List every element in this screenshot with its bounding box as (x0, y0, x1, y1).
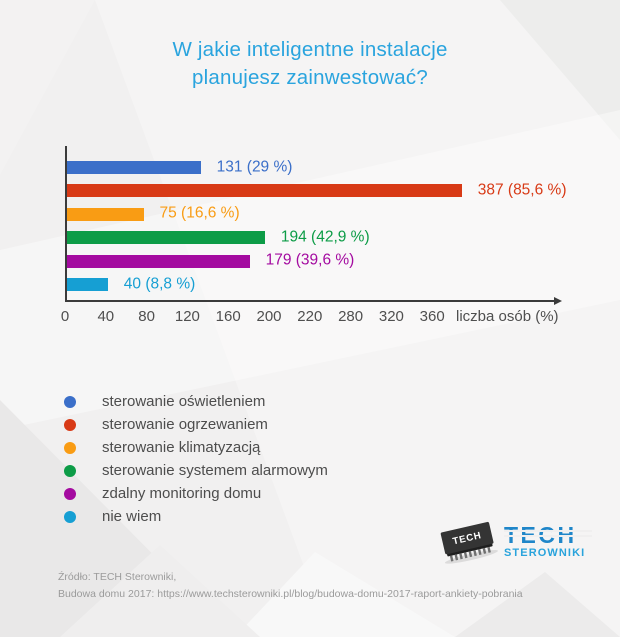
tech-sterowniki-logo: TECH TECH STEROWNIKI (432, 515, 592, 567)
x-tick-label: 0 (60, 308, 70, 325)
legend-item: zdalny monitoring domu (64, 482, 328, 505)
legend-label: nie wiem (102, 508, 162, 525)
x-tick-label: 280 (338, 308, 364, 325)
x-tick-label: 80 (138, 308, 155, 325)
legend-dot (64, 510, 76, 523)
x-axis-line (65, 300, 555, 302)
x-axis-ticks: liczba osób (%) 0 40 80 120 160 200 220 280 320 3… (61, 308, 565, 328)
page-title-line1: W jakie inteligentne instalacje (172, 38, 448, 61)
bar-chart: 131 (29 %) 387 (85,6 %) 75 (16,6 %) 194 (42… (65, 146, 566, 305)
legend-item: sterowanie systemem alarmowym (64, 459, 328, 482)
legend-dot (64, 441, 76, 454)
x-tick-label: 120 (174, 308, 200, 325)
x-tick-label: 160 (215, 308, 241, 325)
bar (67, 207, 144, 221)
bar (67, 231, 265, 245)
tech-chip-icon: TECH (440, 521, 498, 564)
legend-dot (64, 395, 76, 408)
legend-dot (64, 418, 76, 431)
subbrand-text: STEROWNIKI (504, 547, 586, 559)
legend-item: sterowanie klimatyzacją (64, 436, 328, 459)
bar-row: 179 (39,6 %) (67, 251, 557, 268)
chart-legend: sterowanie oświetleniem sterowanie ogrzew… (64, 390, 328, 528)
bar-row: 194 (42,9 %) (67, 227, 557, 245)
wordmark: TECH STEROWNIKI (504, 524, 592, 559)
x-tick-label: 40 (97, 308, 115, 325)
bar-row: 40 (8,8 %) (67, 274, 557, 292)
bar (67, 254, 250, 268)
legend-label: sterowanie ogrzewaniem (102, 416, 268, 433)
bar (67, 184, 462, 198)
bar-row: 75 (16,6 %) (67, 204, 557, 222)
legend-label: sterowanie klimatyzacją (102, 439, 261, 456)
bar-row: 387 (85,6 %) (67, 181, 566, 198)
source-line2: Budowa domu 2017: https://www.techsterow… (58, 587, 523, 600)
legend-label: sterowanie systemem alarmowym (102, 462, 328, 479)
x-tick-label: 200 (256, 308, 282, 325)
legend-dot (64, 487, 76, 500)
page-title-line2: planujesz zainwestować? (192, 66, 428, 89)
page-title: W jakie inteligentne instalacje planujes… (0, 36, 620, 92)
source-line1: Źródło: TECH Sterowniki, (58, 571, 177, 583)
x-tick-label: 320 (378, 308, 404, 325)
bar-value-label: 40 (8,8 %) (123, 274, 196, 292)
x-tick-label: 360 (419, 308, 445, 325)
bar-value-label: 387 (85,6 %) (477, 181, 567, 199)
bar-value-label: 194 (42,9 %) (280, 227, 370, 245)
x-axis-arrow (554, 297, 562, 305)
legend-item: sterowanie ogrzewaniem (64, 413, 328, 436)
legend-item: nie wiem (64, 505, 328, 528)
y-axis-line (65, 146, 67, 302)
brand-stripe (504, 535, 592, 537)
legend-label: zdalny monitoring domu (102, 485, 262, 502)
bar-value-label: 179 (39,6 %) (265, 251, 355, 269)
legend-dot (64, 464, 76, 477)
bar (67, 161, 201, 174)
x-tick-label: 220 (297, 308, 323, 325)
bar-value-label: 131 (29 %) (216, 157, 293, 175)
x-axis-title: liczba osób (%) (456, 308, 559, 325)
legend-label: sterowanie oświetleniem (102, 393, 266, 410)
bar-value-label: 75 (16,6 %) (159, 204, 240, 222)
source-note: Źródło: TECH Sterowniki, Budowa domu 201… (58, 569, 523, 602)
legend-item: sterowanie oświetleniem (64, 390, 328, 413)
bar-row: 131 (29 %) (67, 157, 557, 175)
brand-stripe (504, 530, 592, 532)
bar (67, 278, 108, 291)
